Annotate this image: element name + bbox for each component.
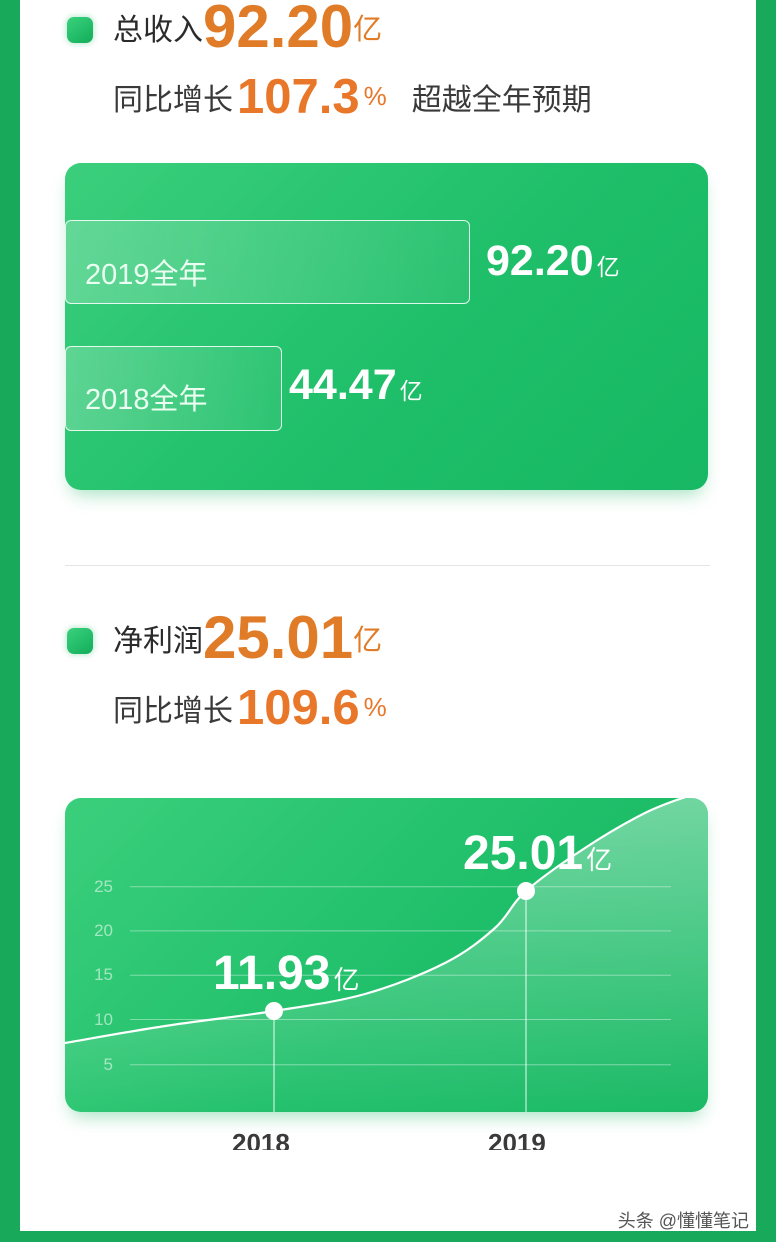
svg-text:20: 20 [94,921,113,940]
svg-text:15: 15 [94,965,113,984]
svg-text:10: 10 [94,1010,113,1029]
svg-text:25: 25 [94,877,113,896]
